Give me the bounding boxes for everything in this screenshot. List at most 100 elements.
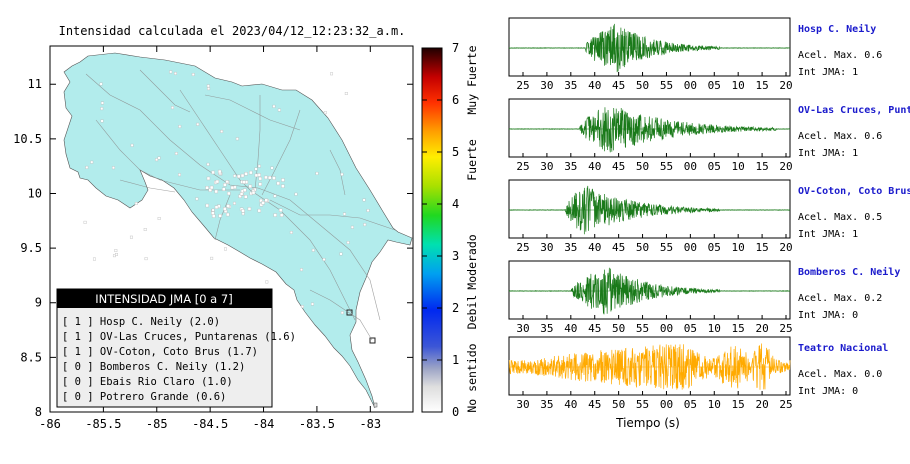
time-tick-label: 50 — [636, 241, 649, 254]
time-tick-label: 50 — [612, 322, 625, 335]
seismogram-4: 30 35 40 45 50 55 00 05 10 15 20 25 Teatro Nacional A… — [508, 336, 888, 411]
waveform — [508, 267, 791, 315]
time-tick-label: 45 — [612, 79, 625, 92]
map-x-tick-label: -84 — [253, 417, 275, 431]
jma-intensity: Int JMA: 0 — [798, 310, 858, 321]
map-y-tick-label: 8.5 — [20, 350, 42, 364]
max-acceleration: Acel. Max. 0.6 — [798, 50, 882, 61]
colorbar-label: Debil — [465, 295, 479, 330]
map-y-tick-label: 10 — [28, 186, 42, 200]
time-tick-label: 40 — [564, 322, 577, 335]
seismogram-2: 25 30 35 40 45 50 55 00 05 10 15 20 OV-Coton, Coto B… — [508, 179, 910, 254]
colorbar-tick-label: 1 — [452, 353, 459, 367]
colorbar-label: No sentido — [465, 343, 479, 412]
time-axis-label: Tiempo (s) — [615, 416, 680, 430]
time-tick-label: 20 — [779, 79, 792, 92]
colorbar-tick-label: 2 — [452, 301, 459, 315]
time-tick-label: 30 — [516, 322, 529, 335]
time-tick-label: 20 — [779, 160, 792, 173]
time-tick-label: 05 — [708, 79, 721, 92]
legend-title: INTENSIDAD JMA [0 a 7] — [95, 292, 232, 306]
time-tick-label: 35 — [564, 241, 577, 254]
time-tick-label: 00 — [684, 241, 697, 254]
time-tick-label: 35 — [540, 398, 553, 411]
time-tick-label: 25 — [779, 398, 792, 411]
map-x-axis: -86 -85.5 -85 -84.5 -84 -83.5 -83 — [39, 46, 381, 431]
seismogram-panels: 25 30 35 40 45 50 55 00 05 10 15 20 Hosp C. Neily Ace… — [508, 17, 910, 411]
station-name: Hosp C. Neily — [798, 23, 876, 35]
time-tick-label: 00 — [684, 79, 697, 92]
time-tick-label: 45 — [588, 322, 601, 335]
time-tick-label: 35 — [564, 160, 577, 173]
station-name: OV-Coton, Coto Brus — [798, 186, 910, 197]
map-y-tick-label: 8 — [35, 405, 42, 419]
colorbar-tick-label: 4 — [452, 197, 459, 211]
time-tick-label: 55 — [660, 79, 673, 92]
time-tick-label: 25 — [516, 79, 529, 92]
time-tick-label: 35 — [564, 79, 577, 92]
colorbar-label: Muy Fuerte — [465, 45, 479, 114]
time-tick-label: 15 — [732, 398, 745, 411]
time-tick-label: 30 — [516, 398, 529, 411]
legend-item: [ 1 ] Hosp C. Neily (2.0) — [62, 316, 220, 328]
seismogram-0: 25 30 35 40 45 50 55 00 05 10 15 20 Hosp C. Neily Ace… — [508, 17, 882, 92]
time-tick-label: 05 — [708, 160, 721, 173]
time-tick-label: 50 — [612, 398, 625, 411]
time-tick-label: 35 — [540, 322, 553, 335]
time-tick-label: 30 — [540, 160, 553, 173]
colorbar-tick-label: 5 — [452, 145, 459, 159]
time-tick-label: 40 — [588, 241, 601, 254]
time-tick-label: 50 — [636, 79, 649, 92]
time-tick-label: 00 — [660, 322, 673, 335]
time-tick-label: 45 — [588, 398, 601, 411]
seismogram-3: 30 35 40 45 50 55 00 05 10 15 20 25 Bomberos C. Neil… — [508, 260, 900, 335]
max-acceleration: Acel. Max. 0.2 — [798, 293, 882, 304]
map-y-tick-label: 9.5 — [20, 241, 42, 255]
time-tick-label: 05 — [684, 398, 697, 411]
time-tick-label: 20 — [779, 241, 792, 254]
jma-intensity: Int JMA: 1 — [798, 148, 858, 159]
time-tick-label: 50 — [636, 160, 649, 173]
time-tick-label: 15 — [755, 241, 768, 254]
time-tick-label: 20 — [755, 398, 768, 411]
intensity-legend: INTENSIDAD JMA [0 a 7] [ 1 ] Hosp C. Nei… — [56, 288, 296, 408]
time-tick-label: 30 — [540, 241, 553, 254]
colorbar-tick-label: 7 — [452, 41, 459, 55]
waveform — [508, 343, 791, 390]
station-name: Teatro Nacional — [798, 342, 888, 354]
legend-item: [ 0 ] Ebais Rio Claro (1.0) — [62, 376, 233, 388]
station-name: OV-Las Cruces, Puntar — [798, 105, 910, 116]
time-tick-label: 40 — [588, 160, 601, 173]
time-tick-label: 45 — [612, 241, 625, 254]
time-tick-label: 10 — [708, 322, 721, 335]
map-plot: -86 -85.5 -85 -84.5 -84 -83.5 -83 11 10.5 10 9.5 9… — [13, 45, 414, 431]
colorbar-label: Moderado — [465, 234, 479, 289]
time-tick-label: 15 — [755, 160, 768, 173]
waveform — [508, 23, 791, 73]
time-tick-label: 55 — [636, 322, 649, 335]
time-tick-label: 45 — [612, 160, 625, 173]
time-tick-label: 00 — [684, 160, 697, 173]
jma-intensity: Int JMA: 0 — [798, 386, 858, 397]
map-y-tick-label: 9 — [35, 296, 42, 310]
time-tick-label: 15 — [732, 322, 745, 335]
station-name: Bomberos C. Neily — [798, 266, 900, 278]
time-tick-label: 55 — [636, 398, 649, 411]
time-tick-label: 10 — [732, 79, 745, 92]
max-acceleration: Acel. Max. 0.6 — [798, 131, 882, 142]
time-tick-label: 25 — [516, 160, 529, 173]
legend-item: [ 0 ] Bomberos C. Neily (1.2) — [62, 361, 245, 373]
map-x-tick-label: -83 — [359, 417, 381, 431]
max-acceleration: Acel. Max. 0.5 — [798, 212, 882, 223]
max-acceleration: Acel. Max. 0.0 — [798, 369, 882, 380]
map-y-axis: 11 10.5 10 9.5 9 8.5 8 — [13, 77, 413, 419]
jma-intensity: Int JMA: 1 — [798, 67, 858, 78]
map-x-tick-label: -86 — [39, 417, 61, 431]
map-x-tick-label: -84.5 — [192, 417, 228, 431]
map-x-tick-label: -83.5 — [299, 417, 335, 431]
map-x-tick-label: -85 — [146, 417, 168, 431]
time-tick-label: 15 — [755, 79, 768, 92]
time-tick-label: 40 — [564, 398, 577, 411]
waveform — [508, 107, 791, 153]
